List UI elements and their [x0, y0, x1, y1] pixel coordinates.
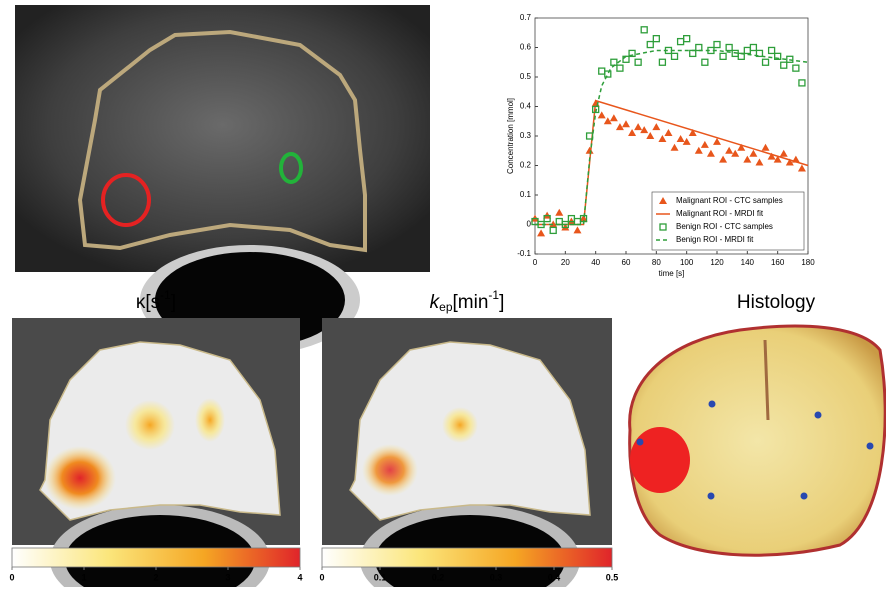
x-tick-label: 120 [710, 258, 724, 267]
kep-map [322, 318, 612, 587]
y-axis-label: Concentration [mmol] [506, 98, 515, 174]
colorbar-tick-label: 0 [319, 572, 324, 582]
colorbar-tick-label: 0.2 [432, 572, 445, 582]
y-tick-label: 0 [527, 220, 532, 229]
colorbar-tick-label: 0.3 [490, 572, 503, 582]
colorbar-tick-label: 4 [297, 572, 302, 582]
panel-title: kep[min-1] [430, 288, 505, 314]
y-tick-label: 0.2 [520, 161, 532, 170]
x-tick-label: 140 [741, 258, 755, 267]
legend-label: Benign ROI - CTC samples [676, 222, 773, 231]
figure: κ[s-1] kep[min-1] Histology -0.100.10.20… [0, 0, 886, 587]
colorbar-tick-label: 2 [153, 572, 158, 582]
y-tick-label: 0.1 [520, 190, 532, 199]
x-tick-label: 100 [680, 258, 694, 267]
colorbar-tick-label: 1 [81, 572, 86, 582]
legend-label: Malignant ROI - CTC samples [676, 196, 783, 205]
x-tick-label: 20 [561, 258, 570, 267]
colorbar [322, 548, 612, 567]
legend-label: Benign ROI - MRDI fit [676, 235, 754, 244]
y-tick-label: 0.5 [520, 72, 532, 81]
y-tick-label: 0.3 [520, 131, 532, 140]
colorbar-tick-label: 0.5 [606, 572, 619, 582]
colorbar-tick-label: 3 [225, 572, 230, 582]
kappa-map [12, 318, 300, 587]
y-tick-label: -0.1 [517, 249, 531, 258]
x-tick-label: 60 [622, 258, 631, 267]
y-tick-label: 0.7 [520, 13, 532, 22]
mri-image [15, 5, 430, 355]
x-tick-label: 40 [591, 258, 600, 267]
colorbar-tick-label: 0 [9, 572, 14, 582]
x-axis-label: time [s] [659, 269, 685, 278]
x-tick-label: 80 [652, 258, 661, 267]
legend-label: Malignant ROI - MRDI fit [676, 209, 764, 218]
colorbar [12, 548, 300, 567]
x-tick-label: 160 [771, 258, 785, 267]
colorbar-tick-label: 0.1 [374, 572, 387, 582]
panel-title: κ[s-1] [136, 288, 176, 313]
y-tick-label: 0.4 [520, 102, 532, 111]
colorbar-tick-label: 0.4 [548, 572, 561, 582]
histology-image [630, 326, 886, 555]
x-tick-label: 180 [801, 258, 815, 267]
y-tick-label: 0.6 [520, 43, 532, 52]
x-tick-label: 0 [533, 258, 538, 267]
panel-title: Histology [737, 292, 816, 313]
